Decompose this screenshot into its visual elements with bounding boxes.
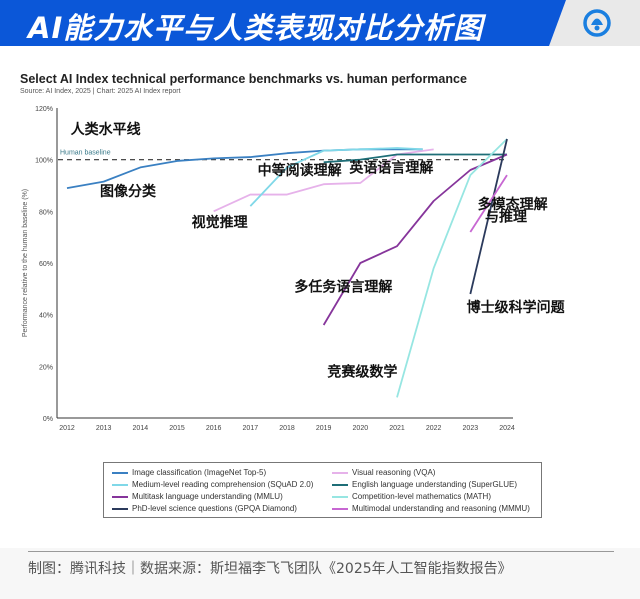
series-line xyxy=(323,153,507,164)
legend-label: Visual reasoning (VQA) xyxy=(352,468,436,477)
legend-label: Competition-level mathematics (MATH) xyxy=(352,492,491,501)
legend-item: Multimodal understanding and reasoning (… xyxy=(332,503,542,514)
x-tick-label: 2021 xyxy=(389,425,405,432)
y-tick-label: 40% xyxy=(39,313,53,320)
chart-annotation: 英语语言理解 xyxy=(348,160,433,177)
chart-annotation: 视觉推理 xyxy=(192,214,248,231)
chart-annotation: 多任务语言理解 xyxy=(294,278,392,295)
header-title-bar: AI能力水平与人类表现对比分析图 xyxy=(0,0,566,46)
legend-swatch xyxy=(112,471,128,474)
legend-swatch xyxy=(332,507,348,510)
series-line xyxy=(322,153,508,326)
x-tick-label: 2022 xyxy=(426,425,442,432)
chart-title: Select AI Index technical performance be… xyxy=(20,72,467,86)
chart-annotation: 博士级科学问题 xyxy=(467,299,566,316)
legend-item: Medium-level reading comprehension (SQuA… xyxy=(112,479,332,490)
chart-annotation: 竞赛级数学 xyxy=(327,364,397,381)
legend-label: Image classification (ImageNet Top-5) xyxy=(132,468,267,477)
y-tick-label: 120% xyxy=(35,106,53,113)
legend-item: PhD-level science questions (GPQA Diamon… xyxy=(112,503,332,514)
legend-swatch xyxy=(112,483,128,486)
chart-annotation: 中等阅读理解 xyxy=(258,162,342,179)
x-tick-label: 2015 xyxy=(169,425,185,432)
chart-annotation: 人类水平线 xyxy=(71,121,141,138)
legend-label: Multitask language understanding (MMLU) xyxy=(132,492,283,501)
chart-subtitle: Source: AI Index, 2025 | Chart: 2025 AI … xyxy=(20,88,181,95)
axes: 0% 20% 40% 60% 80% 100% 120% 2012 2013 2014 2015 20… xyxy=(22,106,515,432)
legend-swatch xyxy=(112,495,128,498)
y-axis-label: Performance relative to the human baseli… xyxy=(22,189,29,337)
legend-swatch xyxy=(332,495,348,498)
header-banner: AI能力水平与人类表现对比分析图 xyxy=(0,0,640,46)
y-tick-label: 80% xyxy=(39,209,53,216)
y-tick-label: 100% xyxy=(35,158,53,165)
series-line xyxy=(469,174,508,233)
legend-item: Image classification (ImageNet Top-5) xyxy=(112,467,332,478)
chart-annotation: 多模态理解 xyxy=(478,196,548,213)
tencent-news-logo-icon xyxy=(583,9,611,37)
page-title: AI能力水平与人类表现对比分析图 xyxy=(28,11,484,45)
x-tick-label: 2014 xyxy=(133,425,149,432)
y-tick-label: 20% xyxy=(39,364,53,371)
x-tick-label: 2016 xyxy=(206,425,222,432)
legend-swatch xyxy=(332,471,348,474)
x-tick-label: 2024 xyxy=(499,425,515,432)
series-lines xyxy=(66,138,508,398)
footer-divider xyxy=(28,551,614,552)
baseline-label: Human baseline xyxy=(60,150,111,157)
x-tick-label: 2023 xyxy=(463,425,479,432)
footer-credit: 制图：腾讯科技｜数据来源：斯坦福李飞飞团队《2025年人工智能指数报告》 xyxy=(28,561,512,577)
chart-annotation: 图像分类 xyxy=(100,183,157,200)
x-tick-label: 2012 xyxy=(59,425,75,432)
series-line xyxy=(469,138,508,295)
legend-label: Medium-level reading comprehension (SQuA… xyxy=(132,480,314,489)
series-line xyxy=(396,138,508,398)
series-line xyxy=(213,148,434,213)
legend-swatch xyxy=(112,507,128,510)
footer: 制图：腾讯科技｜数据来源：斯坦福李飞飞团队《2025年人工智能指数报告》 xyxy=(0,548,640,599)
legend-label: Multimodal understanding and reasoning (… xyxy=(352,504,530,513)
legend-item: Competition-level mathematics (MATH) xyxy=(332,491,542,502)
chart-annotation: 与推理 xyxy=(485,209,527,226)
x-tick-label: 2020 xyxy=(353,425,369,432)
legend-label: PhD-level science questions (GPQA Diamon… xyxy=(132,504,297,513)
line-chart: 0% 20% 40% 60% 80% 100% 120% 2012 2013 2014 2015 20… xyxy=(22,106,566,432)
legend-item: Visual reasoning (VQA) xyxy=(332,467,542,478)
legend-label: English language understanding (SuperGLU… xyxy=(352,480,517,489)
chart-legend: Image classification (ImageNet Top-5) Vis… xyxy=(103,462,542,518)
series-line xyxy=(249,147,423,207)
legend-item: Multitask language understanding (MMLU) xyxy=(112,491,332,502)
y-tick-label: 0% xyxy=(43,416,53,423)
x-tick-label: 2018 xyxy=(279,425,295,432)
legend-swatch xyxy=(332,483,348,486)
legend-item: English language understanding (SuperGLU… xyxy=(332,479,542,490)
x-tick-label: 2019 xyxy=(316,425,332,432)
y-tick-label: 60% xyxy=(39,261,53,268)
x-tick-label: 2017 xyxy=(243,425,259,432)
x-tick-label: 2013 xyxy=(96,425,112,432)
